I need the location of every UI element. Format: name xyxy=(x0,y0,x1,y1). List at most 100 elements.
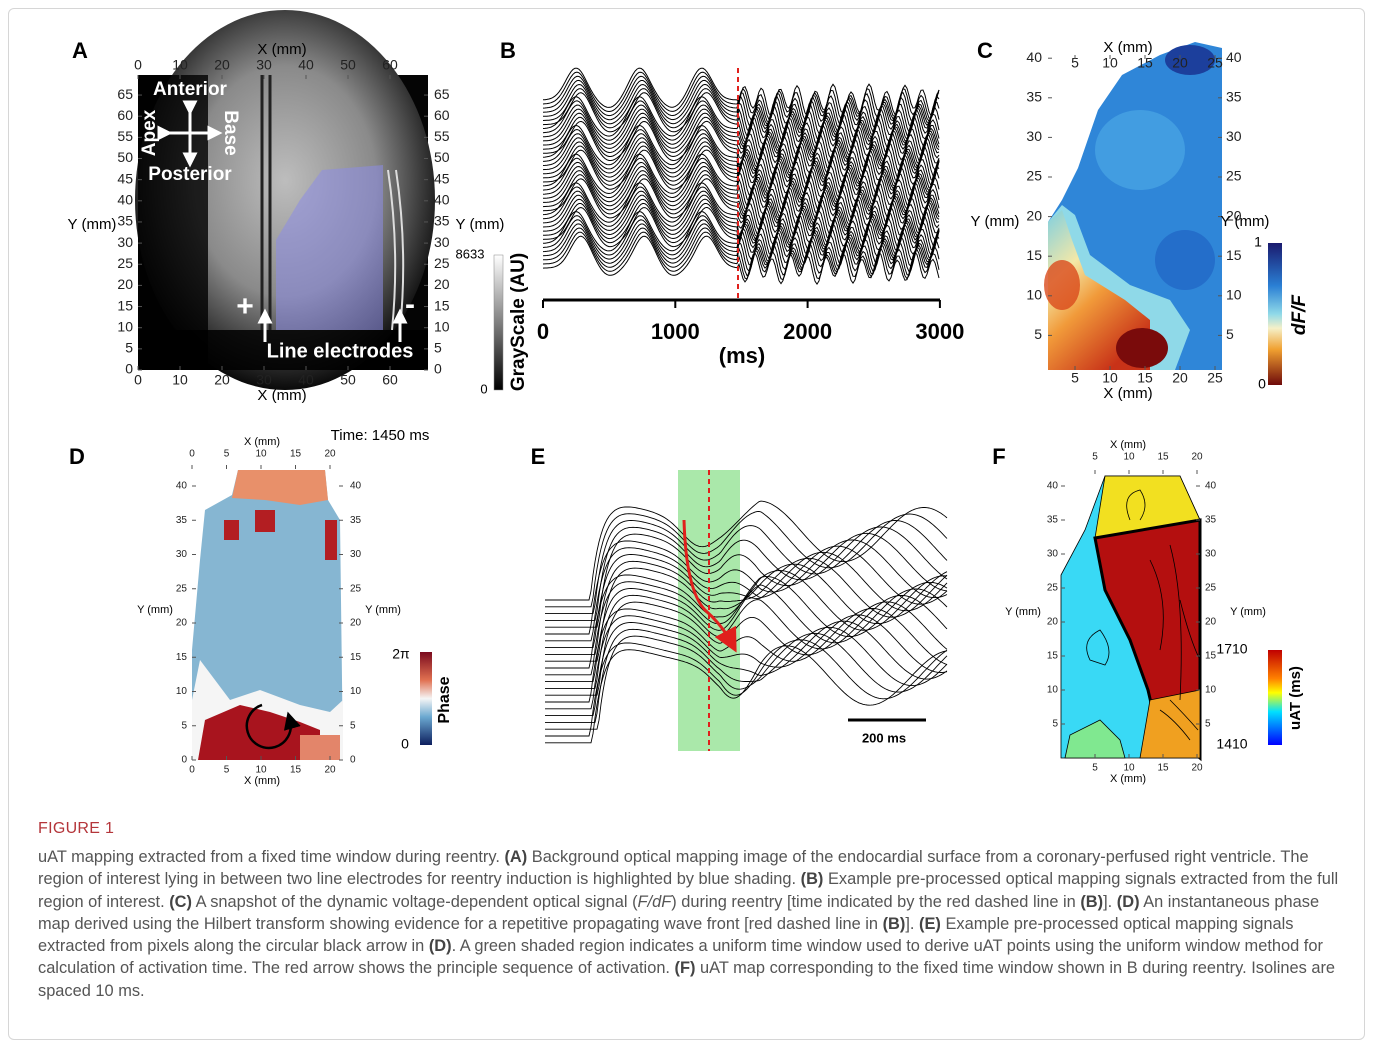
x-tick-label: 20 xyxy=(324,765,336,776)
y-tick-label: 20 xyxy=(350,618,362,629)
x-axis-title: X (mm) xyxy=(244,436,280,448)
trace xyxy=(545,621,947,716)
y-tick-label: 15 xyxy=(117,297,133,313)
colorbar-label: 1710 xyxy=(1216,641,1247,657)
y-tick-label: 20 xyxy=(117,276,133,292)
y-tick-label: 60 xyxy=(434,107,450,123)
x-tick-label: 0 xyxy=(189,449,195,460)
x-tick-label: 5 xyxy=(1071,370,1079,386)
x-tick-label: 10 xyxy=(172,372,188,388)
y-tick-label: 10 xyxy=(1205,685,1217,696)
x-tick-label: 60 xyxy=(382,57,398,73)
y-tick-label: 40 xyxy=(117,192,133,208)
x-axis-title: X (mm) xyxy=(244,775,280,787)
y-tick-label: 55 xyxy=(434,128,450,144)
y-tick-label: 20 xyxy=(1026,207,1042,223)
y-tick-label: 25 xyxy=(1205,583,1217,594)
annotation: Anterior xyxy=(153,79,228,100)
x-tick-label: 10 xyxy=(1123,452,1135,463)
x-tick-label: 3000 xyxy=(915,319,964,344)
y-tick-label: 15 xyxy=(1205,651,1217,662)
y-tick-label: 35 xyxy=(350,515,362,526)
y-tick-label: 25 xyxy=(117,255,133,271)
x-tick-label: 5 xyxy=(1092,763,1098,774)
y-tick-label: 60 xyxy=(117,107,133,123)
y-tick-label: 20 xyxy=(434,276,450,292)
y-tick-label: 25 xyxy=(1226,168,1242,184)
y-tick-label: 30 xyxy=(1047,549,1059,560)
y-tick-label: 10 xyxy=(1047,685,1059,696)
colorbar-c xyxy=(1268,243,1282,385)
y-tick-label: 5 xyxy=(181,720,187,731)
y-axis-title: Y (mm) xyxy=(1005,606,1041,618)
caption-text: ]. xyxy=(1103,893,1117,911)
y-tick-label: 0 xyxy=(434,361,442,377)
y-tick-label: 40 xyxy=(434,192,450,208)
colorbar-label: 0 xyxy=(401,736,409,752)
y-axis-title: Y (mm) xyxy=(1221,213,1270,230)
y-tick-label: 20 xyxy=(1047,617,1059,628)
y-axis-title: Y (mm) xyxy=(137,604,173,616)
x-tick-label: 30 xyxy=(256,372,272,388)
traces-e xyxy=(545,501,947,743)
y-tick-label: 30 xyxy=(117,234,133,250)
x-axis-title: X (mm) xyxy=(1110,439,1146,451)
x-tick-label: 5 xyxy=(224,765,230,776)
y-tick-label: 50 xyxy=(434,149,450,165)
annotation: + xyxy=(236,290,254,323)
caption-text: (A) xyxy=(504,848,527,866)
y-tick-label: 30 xyxy=(1026,128,1042,144)
y-tick-label: 50 xyxy=(117,149,133,165)
y-tick-label: 55 xyxy=(117,128,133,144)
x-tick-label: 20 xyxy=(1191,452,1203,463)
colorbar-a xyxy=(494,255,503,390)
caption-text: (B) xyxy=(883,915,906,933)
colorbar-d xyxy=(420,652,432,745)
y-tick-label: 5 xyxy=(1205,719,1211,730)
colorbar-title: dF/F xyxy=(1289,294,1310,335)
y-tick-label: 35 xyxy=(117,213,133,229)
caption-text: F/dF xyxy=(638,893,672,911)
trace xyxy=(545,511,947,606)
y-tick-label: 5 xyxy=(434,340,442,356)
colorbar-label: 1410 xyxy=(1216,736,1247,752)
time-label: Time: 1450 ms xyxy=(331,427,430,444)
annotation: Apex xyxy=(139,109,160,156)
x-tick-label: 20 xyxy=(1172,370,1188,386)
y-tick-label: 30 xyxy=(176,549,188,560)
panel-label: F xyxy=(992,444,1005,469)
y-tick-label: 40 xyxy=(1226,49,1242,65)
x-tick-label: 40 xyxy=(298,57,314,73)
colorbar-label: 0 xyxy=(480,381,487,396)
y-tick-label: 35 xyxy=(1047,515,1059,526)
colorbar-title: Phase xyxy=(436,676,453,723)
y-axis-title: Y (mm) xyxy=(1230,606,1266,618)
caption-text: (F) xyxy=(675,959,696,977)
y-tick-label: 45 xyxy=(434,170,450,186)
y-tick-label: 5 xyxy=(1034,326,1042,342)
colorbar-title: GrayScale (AU) xyxy=(508,253,529,391)
caption-text: (D) xyxy=(429,937,452,955)
caption-text: (D) xyxy=(1117,893,1140,911)
colorbar-f xyxy=(1268,650,1282,745)
y-tick-label: 0 xyxy=(350,755,356,766)
y-tick-label: 40 xyxy=(1205,481,1217,492)
y-tick-label: 5 xyxy=(1052,719,1058,730)
y-tick-label: 0 xyxy=(125,361,133,377)
y-tick-label: 20 xyxy=(1205,617,1217,628)
panel-f-map xyxy=(1061,476,1200,758)
caption-label: FIGURE 1 xyxy=(38,820,114,838)
y-tick-label: 30 xyxy=(350,549,362,560)
x-tick-label: 5 xyxy=(224,449,230,460)
y-tick-label: 25 xyxy=(434,255,450,271)
colorbar-label: 2π xyxy=(392,646,410,662)
x-tick-label: 15 xyxy=(290,449,302,460)
y-axis-title: Y (mm) xyxy=(365,604,401,616)
y-tick-label: 15 xyxy=(350,652,362,663)
x-tick-label: 30 xyxy=(256,57,272,73)
x-tick-label: 15 xyxy=(290,765,302,776)
y-tick-label: 65 xyxy=(434,86,450,102)
y-tick-label: 25 xyxy=(1047,583,1059,594)
y-tick-label: 5 xyxy=(125,340,133,356)
